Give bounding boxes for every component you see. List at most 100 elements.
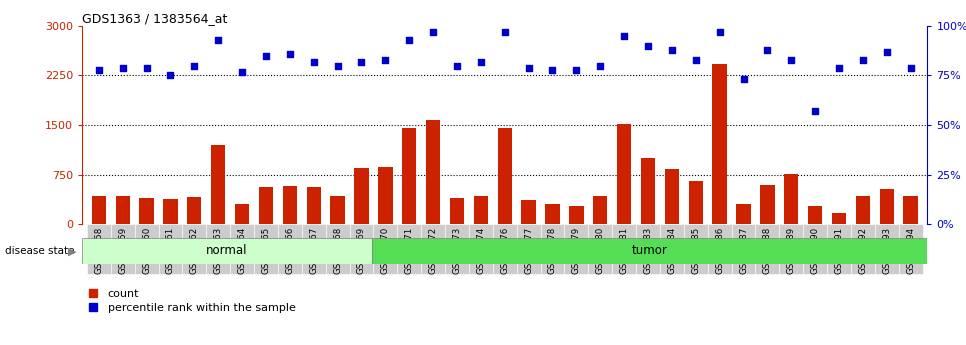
Bar	[278, 224, 301, 274]
Bar	[372, 238, 939, 264]
Point	[736, 77, 752, 82]
Bar	[617, 124, 632, 224]
Bar	[211, 145, 225, 224]
Bar	[665, 169, 679, 224]
Bar	[306, 187, 321, 224]
Point	[211, 37, 226, 42]
Point	[688, 57, 703, 62]
Point	[449, 63, 465, 68]
Point	[545, 67, 560, 72]
Bar	[473, 196, 488, 224]
Bar	[541, 224, 564, 274]
Bar	[402, 128, 416, 224]
Bar	[421, 224, 445, 274]
Point	[497, 29, 513, 34]
Bar	[898, 224, 923, 274]
Bar	[755, 224, 780, 274]
Bar	[713, 63, 726, 224]
Bar	[283, 186, 297, 224]
Bar	[163, 199, 178, 224]
Point	[569, 67, 584, 72]
Bar	[378, 167, 392, 224]
Point	[473, 59, 489, 64]
Bar	[235, 204, 249, 224]
Bar	[92, 196, 106, 224]
Bar	[569, 206, 583, 224]
Bar	[736, 204, 751, 224]
Bar	[689, 181, 703, 224]
Bar	[636, 224, 660, 274]
Text: tumor: tumor	[632, 245, 668, 257]
Bar	[111, 224, 134, 274]
Point	[903, 65, 919, 70]
Bar	[183, 224, 207, 274]
Point	[592, 63, 608, 68]
Point	[855, 57, 870, 62]
Point	[712, 29, 727, 34]
Bar	[350, 224, 374, 274]
Point	[521, 65, 536, 70]
Bar	[684, 224, 708, 274]
Bar	[497, 128, 512, 224]
Point	[306, 59, 322, 64]
Bar	[82, 238, 372, 264]
Point	[783, 57, 799, 62]
Bar	[832, 213, 846, 224]
Bar	[259, 187, 273, 224]
Bar	[660, 224, 684, 274]
Bar	[564, 224, 588, 274]
Point	[258, 53, 273, 58]
Bar	[784, 174, 799, 224]
Text: disease state: disease state	[5, 246, 74, 256]
Point	[139, 65, 155, 70]
Bar	[139, 198, 154, 224]
Legend: count, percentile rank within the sample: count, percentile rank within the sample	[88, 288, 296, 313]
Point	[115, 65, 130, 70]
Point	[616, 33, 632, 39]
Point	[162, 73, 178, 78]
Bar	[760, 185, 775, 224]
Bar	[903, 197, 918, 224]
Bar	[230, 224, 254, 274]
Bar	[803, 224, 827, 274]
Point	[329, 63, 345, 68]
Text: normal: normal	[207, 245, 247, 257]
Bar	[517, 224, 541, 274]
Point	[235, 69, 250, 74]
Point	[186, 63, 202, 68]
Bar	[880, 188, 894, 224]
Point	[832, 65, 847, 70]
Point	[640, 43, 656, 48]
Bar	[593, 197, 608, 224]
Text: ▶: ▶	[68, 246, 76, 256]
Bar	[469, 224, 493, 274]
Bar	[134, 224, 158, 274]
Bar	[116, 197, 129, 224]
Point	[879, 49, 895, 55]
Point	[665, 47, 680, 52]
Bar	[87, 224, 111, 274]
Bar	[640, 158, 655, 224]
Bar	[207, 224, 230, 274]
Point	[402, 37, 417, 42]
Bar	[856, 197, 870, 224]
Point	[759, 47, 775, 52]
Bar	[330, 196, 345, 224]
Bar	[546, 204, 559, 224]
Bar	[851, 224, 875, 274]
Point	[282, 51, 298, 56]
Bar	[326, 224, 350, 274]
Bar	[158, 224, 183, 274]
Bar	[612, 224, 636, 274]
Bar	[426, 120, 440, 224]
Bar	[254, 224, 278, 274]
Point	[425, 29, 440, 34]
Bar	[450, 198, 464, 224]
Bar	[875, 224, 898, 274]
Bar	[445, 224, 469, 274]
Bar	[355, 168, 369, 224]
Bar	[708, 224, 731, 274]
Bar	[827, 224, 851, 274]
Bar	[808, 206, 822, 224]
Text: GDS1363 / 1383564_at: GDS1363 / 1383564_at	[82, 12, 227, 25]
